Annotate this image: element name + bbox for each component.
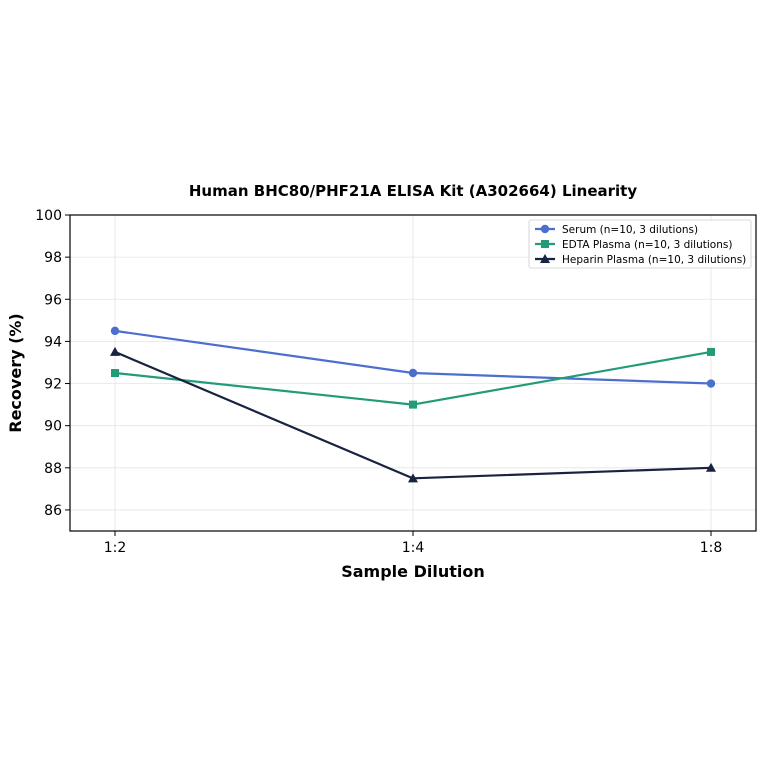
series-layer: [110, 326, 716, 483]
y-tick-label: 86: [44, 503, 62, 519]
chart-title: Human BHC80/PHF21A ELISA Kit (A302664) L…: [189, 182, 637, 200]
data-point-3: [408, 473, 418, 483]
y-tick-label: 98: [44, 250, 62, 266]
x-tick-label: 1:2: [104, 540, 127, 556]
y-tick-label: 100: [35, 208, 62, 224]
y-axis-label: Recovery (%): [6, 313, 25, 432]
data-point-3: [110, 346, 120, 356]
x-axis-label: Sample Dilution: [341, 562, 485, 581]
data-point-1: [110, 326, 120, 336]
legend-marker: [540, 254, 550, 263]
x-tick-label: 1:4: [402, 540, 425, 556]
legend-entry: Heparin Plasma (n=10, 3 dilutions): [562, 254, 746, 266]
x-tick-label: 1:8: [700, 540, 723, 556]
legend-entry: EDTA Plasma (n=10, 3 dilutions): [562, 239, 732, 251]
data-point-3: [706, 462, 716, 472]
y-tick-label: 94: [44, 334, 62, 350]
y-tick-label: 90: [44, 419, 62, 435]
y-tick-label: 88: [44, 461, 62, 477]
legend-marker: [540, 224, 550, 234]
legend: Serum (n=10, 3 dilutions) EDTA Plasma (n=…: [528, 219, 752, 269]
axis-ticks: 86 88 90 92 94 96 98 100 1:2 1:4 1:8: [35, 208, 722, 556]
data-point-2: [409, 400, 417, 409]
legend-marker: [541, 240, 549, 248]
data-point-1: [706, 379, 716, 388]
legend-box: [528, 219, 752, 269]
data-point-1: [408, 368, 418, 378]
y-tick-label: 96: [44, 292, 62, 308]
data-point-2: [111, 369, 119, 377]
y-tick-label: 92: [44, 377, 62, 393]
data-point-2: [707, 347, 715, 356]
legend-entry: Serum (n=10, 3 dilutions): [562, 224, 698, 236]
